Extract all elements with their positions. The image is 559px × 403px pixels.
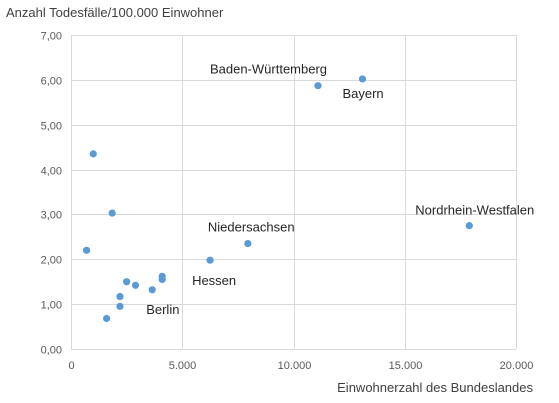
data-point — [148, 286, 156, 294]
data-point — [131, 281, 140, 289]
data-point — [158, 275, 166, 284]
x-axis-title: Einwohnerzahl des Bundeslandes — [337, 380, 533, 395]
data-point — [314, 82, 322, 90]
data-point — [244, 239, 252, 248]
y-tick-label: 5,00 — [41, 121, 62, 133]
data-point — [206, 256, 214, 264]
y-tick-label: 6,00 — [41, 76, 62, 88]
point-label: Hessen — [192, 273, 236, 288]
y-axis-title: Anzahl Todesfälle/100.000 Einwohner — [6, 5, 224, 20]
data-point — [465, 222, 473, 230]
x-tick-label: 10.000 — [278, 360, 312, 372]
point-label: Baden-Württemberg — [210, 62, 327, 77]
x-tick-labels: 0 5.000 10.000 15.000 20.000 — [68, 360, 533, 372]
y-tick-label: 3,00 — [41, 210, 62, 222]
y-tick-label: 7,00 — [41, 31, 62, 43]
data-points — [82, 75, 473, 323]
x-tick-label: 20.000 — [500, 360, 534, 372]
gridlines — [71, 35, 517, 350]
x-tick-label: 15.000 — [389, 360, 423, 372]
x-tick-label: 0 — [68, 360, 74, 372]
data-point — [89, 150, 97, 158]
y-tick-labels: 0,00 1,00 2,00 3,00 4,00 5,00 6,00 7,00 — [41, 31, 62, 357]
data-point — [103, 314, 111, 323]
x-tick-label: 5.000 — [169, 360, 197, 372]
data-point — [82, 246, 91, 254]
data-point — [123, 278, 131, 286]
y-tick-label: 0,00 — [41, 345, 62, 357]
point-labels: Berlin Hessen Niedersachsen Baden-Württembe… — [146, 62, 534, 317]
point-label: Berlin — [146, 302, 179, 317]
point-label: Nordrhein-Westfalen — [415, 203, 534, 218]
data-point — [116, 292, 124, 301]
data-point — [358, 75, 367, 83]
data-point — [108, 209, 116, 217]
y-tick-label: 1,00 — [41, 300, 62, 312]
point-label: Bayern — [342, 86, 383, 101]
data-point — [116, 302, 124, 310]
y-tick-label: 4,00 — [41, 166, 62, 178]
point-label: Niedersachsen — [208, 220, 295, 235]
y-tick-label: 2,00 — [41, 255, 62, 267]
